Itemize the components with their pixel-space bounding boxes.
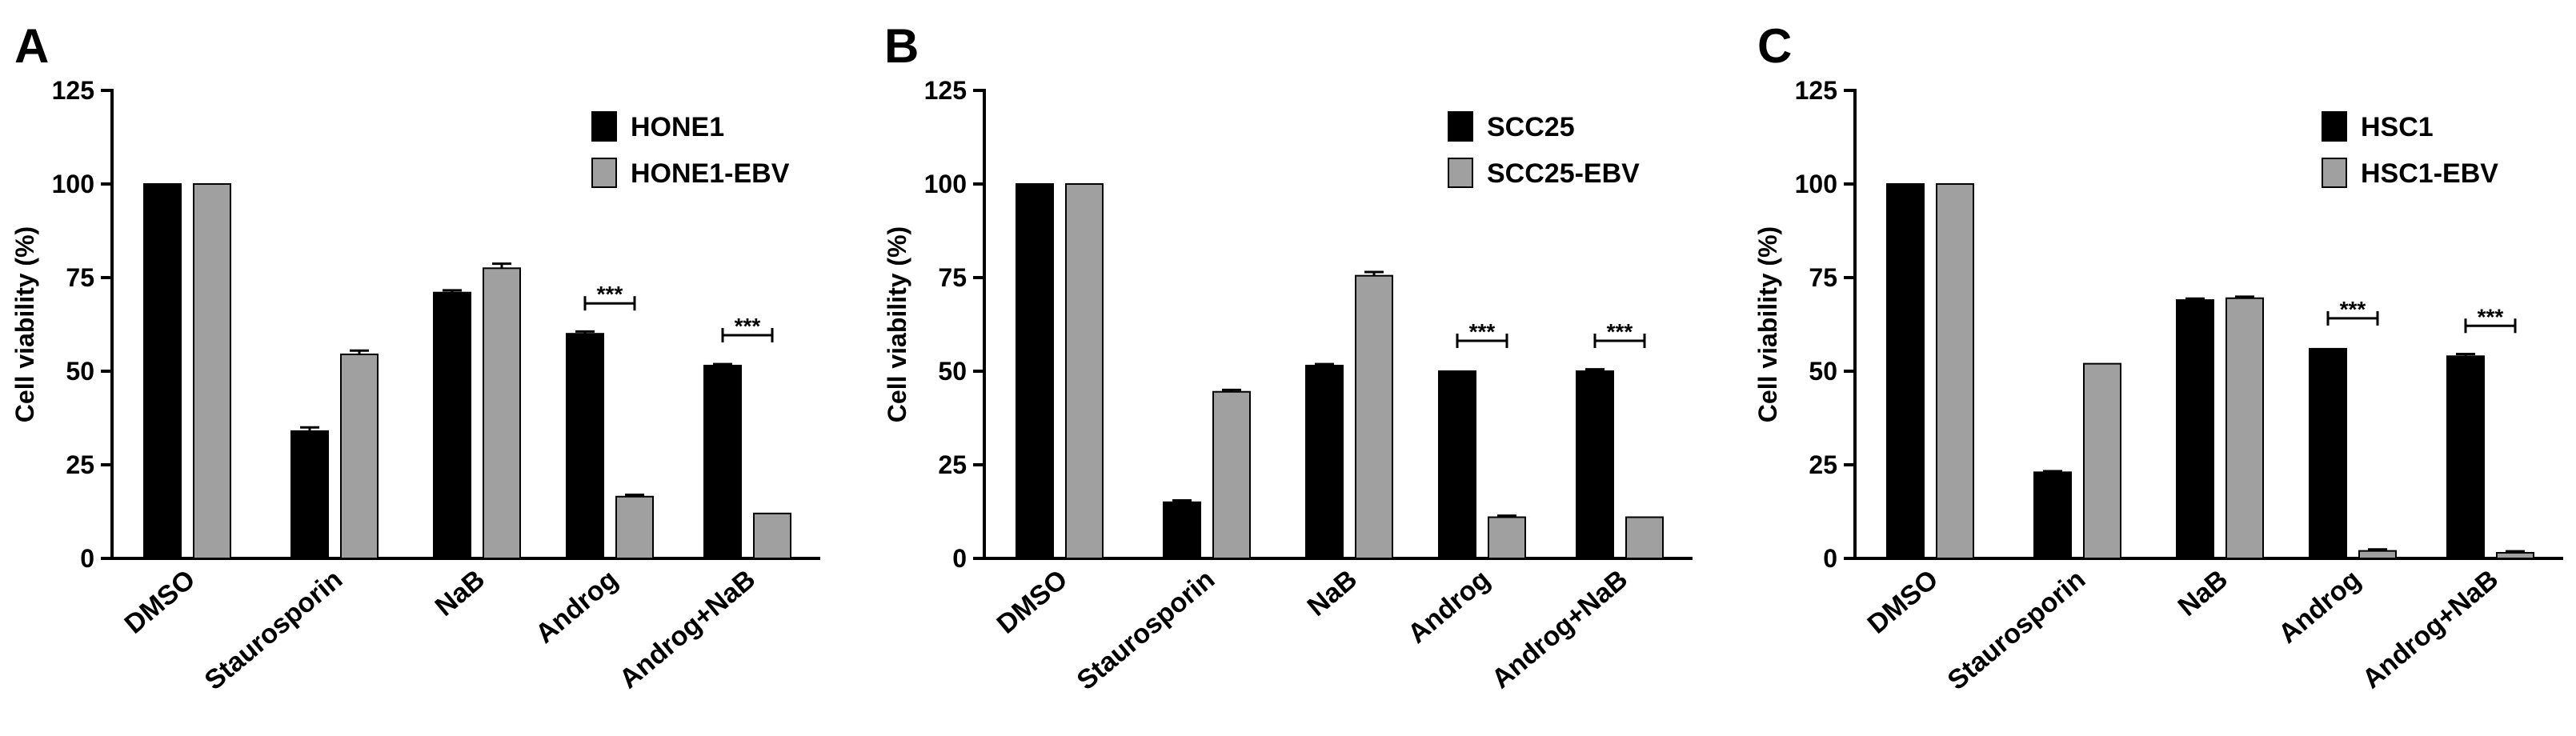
bar (340, 353, 379, 559)
x-tick-label: Androg (1402, 564, 1496, 650)
bar (566, 333, 604, 559)
bar (2225, 297, 2264, 559)
x-tick-label: Staurosporin (1072, 564, 1221, 696)
bar (483, 267, 521, 559)
bar (615, 495, 654, 560)
legend-swatch (591, 158, 617, 188)
legend-label: SCC25-EBV (1487, 158, 1640, 189)
legend-label: HONE1 (631, 112, 724, 142)
panel-label: B (884, 19, 919, 73)
bar (753, 512, 791, 560)
bar (290, 430, 329, 559)
y-tick-label: 0 (1823, 544, 1837, 573)
y-axis-label: Cell viability (%) (1753, 226, 1782, 422)
x-tick-label: Androg+NaB (614, 564, 761, 694)
bar (1355, 274, 1393, 559)
y-axis-label: Cell viability (%) (883, 226, 911, 422)
legend-swatch (591, 111, 617, 142)
bar (1625, 516, 1664, 560)
bar (1936, 183, 1974, 559)
bar (2496, 551, 2534, 559)
x-tick-label: DMSO (992, 564, 1074, 640)
significance-label: *** (1469, 319, 1496, 344)
bar (1488, 516, 1526, 560)
bar (1163, 501, 1201, 559)
x-tick-label: NaB (1302, 564, 1364, 622)
bar (2446, 355, 2485, 559)
x-tick-label: Androg (2273, 564, 2366, 650)
legend-swatch (2322, 111, 2347, 142)
y-tick-label: 25 (1809, 450, 1837, 479)
chart-panel-c: C 0 25 50 75 100 125 Cell viability (%) DMSOStau… (1753, 19, 2563, 696)
legend-label: HONE1-EBV (631, 158, 790, 189)
bar (2358, 550, 2397, 560)
x-tick-label: DMSO (1862, 564, 1945, 640)
bar (2309, 347, 2347, 559)
legend-swatch (2322, 158, 2347, 188)
y-tick-label: 25 (66, 450, 94, 479)
y-tick-label: 50 (938, 357, 967, 386)
y-tick-label: 75 (66, 263, 94, 292)
y-tick-label: 0 (952, 544, 967, 573)
y-tick-label: 25 (938, 450, 967, 479)
significance-label: *** (1607, 319, 1633, 344)
significance-label: *** (2478, 304, 2504, 329)
bar (1438, 370, 1476, 559)
bar (2033, 471, 2072, 559)
bar (703, 364, 742, 560)
chart-panel-b: B 0 25 50 75 100 125 Cell viability (%) DMSOStau… (883, 19, 1693, 696)
legend-swatch (1448, 158, 1473, 188)
bar (1016, 183, 1054, 559)
x-tick-label: NaB (430, 564, 491, 622)
chart-panel-a: A 0 25 50 75 100 125 Cell viability (%) DMSOStau… (10, 19, 820, 696)
significance-label: *** (2340, 297, 2366, 322)
bar (433, 291, 471, 559)
y-tick-label: 75 (938, 263, 967, 292)
legend-swatch (1448, 111, 1473, 142)
legend-label: HSC1 (2361, 112, 2434, 142)
x-tick-label: Androg+NaB (1486, 564, 1633, 694)
bar (2176, 299, 2214, 559)
x-tick-label: Androg+NaB (2357, 564, 2504, 694)
y-tick-label: 75 (1809, 263, 1837, 292)
x-tick-label: Androg (530, 564, 623, 650)
x-tick-label: Staurosporin (1942, 564, 2092, 696)
y-tick-label: 125 (52, 76, 94, 105)
bar (1065, 183, 1104, 559)
y-tick-label: 50 (66, 357, 94, 386)
bar (143, 183, 182, 559)
bar (1886, 183, 1925, 559)
bar (1212, 390, 1251, 559)
legend-label: SCC25 (1487, 112, 1575, 142)
panel-label: C (1757, 19, 1792, 73)
y-axis-label: Cell viability (%) (10, 226, 39, 422)
x-tick-label: NaB (2173, 564, 2234, 622)
y-tick-label: 125 (1795, 76, 1837, 105)
y-tick-label: 100 (52, 170, 94, 198)
y-tick-label: 50 (1809, 357, 1837, 386)
significance-label: *** (597, 282, 623, 306)
y-tick-label: 0 (80, 544, 94, 573)
x-tick-label: DMSO (119, 564, 202, 640)
x-tick-label: Staurosporin (199, 564, 349, 696)
bar (1576, 370, 1614, 559)
bar (193, 183, 231, 559)
bar (2083, 362, 2121, 560)
panel-label: A (14, 19, 49, 73)
significance-label: *** (735, 314, 761, 338)
y-tick-label: 100 (1795, 170, 1837, 198)
y-tick-label: 125 (924, 76, 967, 105)
y-tick-label: 100 (924, 170, 967, 198)
legend-label: HSC1-EBV (2361, 158, 2498, 189)
bar (1305, 364, 1344, 560)
